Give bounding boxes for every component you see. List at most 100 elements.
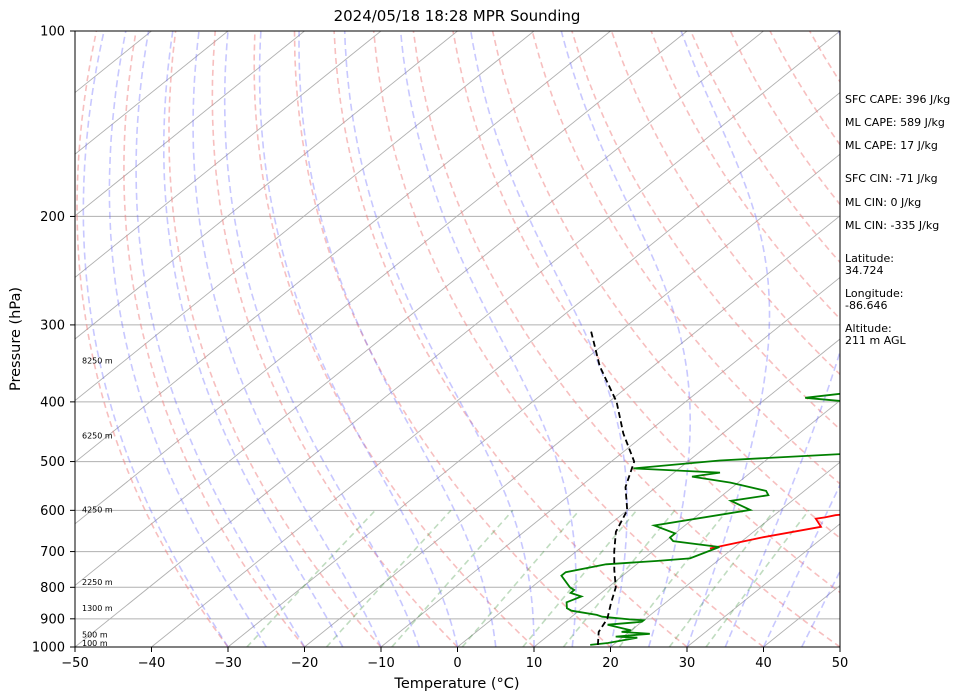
ml-cape-text-2: ML CAPE: 17 J/kg — [845, 139, 938, 152]
isotherm — [75, 31, 688, 525]
altitude-value: 211 m AGL — [845, 334, 907, 347]
temperature-line — [709, 513, 840, 550]
altitude-label: 1300 m — [82, 604, 113, 613]
dewpoint-line — [560, 392, 840, 646]
isotherm — [380, 276, 840, 647]
dry-adiabat — [333, 31, 688, 647]
dry-adiabat — [76, 31, 229, 647]
mixing-ratio-line — [562, 509, 676, 647]
moist-adiabat — [801, 569, 840, 647]
mixing-ratio-line — [391, 509, 514, 647]
altitude-label: 100 m — [82, 639, 108, 648]
x-axis-label: Temperature (°C) — [393, 676, 519, 692]
latitude-value: 34.724 — [845, 264, 884, 277]
mixing-ratio-line — [668, 509, 776, 647]
longitude-value: -86.646 — [845, 299, 887, 312]
isotherm — [457, 338, 840, 647]
y-tick-label: 200 — [40, 210, 65, 225]
altitude-label: 2250 m — [82, 578, 113, 587]
moist-adiabat — [762, 483, 840, 647]
dry-adiabat — [650, 31, 840, 320]
dry-adiabat — [412, 31, 840, 647]
sfc-cape-text: SFC CAPE: 396 J/kg — [845, 93, 950, 106]
isotherm — [75, 31, 382, 278]
x-tick-label: −40 — [138, 656, 165, 671]
x-tick-label: −50 — [61, 656, 88, 671]
altitude-label: Altitude: — [845, 322, 892, 335]
moist-adiabat — [399, 31, 577, 647]
moist-adiabat — [82, 31, 229, 647]
mixing-ratio-line — [522, 509, 638, 647]
y-axis-label: Pressure (hPa) — [8, 287, 24, 391]
altitude-label: 8250 m — [82, 357, 113, 366]
isotherm — [610, 461, 840, 647]
parcel-line — [589, 329, 636, 645]
moist-adiabat — [560, 31, 691, 647]
background-lines — [75, 31, 840, 647]
chart-title: 2024/05/18 18:28 MPR Sounding — [334, 7, 581, 25]
altitude-label: 500 m — [82, 631, 108, 640]
moist-adiabat — [298, 31, 497, 647]
dry-adiabat — [168, 31, 382, 647]
latitude-label: Latitude: — [845, 252, 894, 265]
isotherm — [227, 153, 840, 647]
y-tick-label: 300 — [40, 318, 65, 333]
isotherm — [75, 31, 229, 155]
sounding-info-panel: SFC CAPE: 396 J/kg ML CAPE: 589 J/kg ML … — [845, 93, 950, 347]
x-tick-label: 40 — [755, 656, 772, 671]
mixing-ratio-line — [461, 509, 580, 647]
axis-labels: 2024/05/18 18:28 MPR Sounding Temperatur… — [8, 7, 580, 692]
mixing-ratio-line — [705, 509, 810, 647]
moist-adiabat — [680, 31, 771, 647]
dry-adiabat — [452, 31, 840, 594]
altitude-label: 6250 m — [82, 432, 113, 441]
isotherm — [151, 92, 840, 647]
altitude-label: 4250 m — [82, 505, 113, 514]
y-tick-label: 100 — [40, 25, 65, 40]
isotherm — [533, 400, 840, 647]
isotherm — [304, 215, 840, 647]
moist-adiabat — [258, 31, 459, 647]
y-tick-label: 800 — [40, 581, 65, 596]
ml-cape-text: ML CAPE: 589 J/kg — [845, 116, 945, 129]
ml-cin-text: ML CIN: 0 J/kg — [845, 196, 921, 209]
isotherm — [75, 31, 305, 217]
y-tick-label: 500 — [40, 455, 65, 470]
x-tick-label: 0 — [453, 656, 461, 671]
axis-ticks: −50 −40 −30 −20 −10 0 10 20 30 40 50 100 200 300 400 50… — [32, 25, 848, 672]
y-tick-label: 600 — [40, 504, 65, 519]
moist-adiabat — [163, 31, 344, 647]
isotherm — [75, 31, 840, 647]
dry-adiabat — [610, 31, 840, 376]
moist-adiabat — [724, 31, 840, 647]
y-tick-label: 700 — [40, 545, 65, 560]
x-tick-label: 10 — [526, 656, 543, 671]
isotherm — [75, 31, 535, 402]
moist-adiabat — [192, 31, 382, 647]
x-tick-label: −10 — [367, 656, 394, 671]
x-tick-label: 20 — [602, 656, 619, 671]
isotherm — [75, 31, 611, 463]
dry-adiabat — [293, 31, 612, 647]
dry-adiabat — [123, 31, 306, 647]
longitude-label: Longitude: — [845, 287, 903, 300]
isotherm — [75, 31, 764, 586]
series-lines — [560, 329, 840, 646]
sfc-cin-text: SFC CIN: -71 J/kg — [845, 172, 938, 185]
dry-adiabat — [571, 31, 840, 431]
mixing-ratio-line — [618, 509, 728, 647]
mixing-ratio-line — [246, 509, 376, 647]
y-tick-label: 1000 — [32, 641, 65, 656]
mixing-ratio-line — [325, 509, 452, 647]
x-tick-label: −20 — [291, 656, 318, 671]
x-tick-label: 50 — [832, 656, 849, 671]
moist-adiabat — [470, 31, 628, 647]
isotherm — [75, 31, 458, 340]
y-tick-label: 400 — [40, 395, 65, 410]
moist-adiabat — [223, 31, 421, 647]
ml-cin-text-2: ML CIN: -335 J/kg — [845, 219, 939, 232]
moist-adiabat — [343, 31, 535, 647]
isotherm — [686, 523, 840, 647]
